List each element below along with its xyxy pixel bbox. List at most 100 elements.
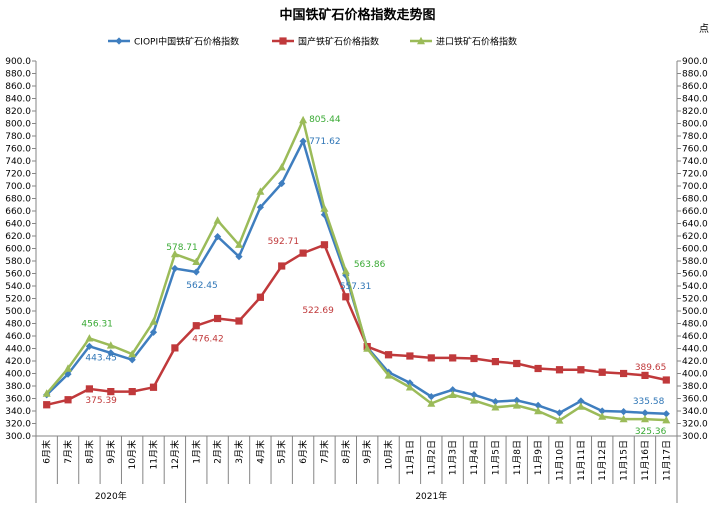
y-tick-label-left: 620.0	[5, 232, 31, 242]
series-1-point	[171, 264, 179, 273]
series-2-point	[577, 366, 585, 374]
y-tick-label-left: 720.0	[5, 170, 31, 180]
y-tick-label-left: 460.0	[5, 332, 31, 342]
data-label: 456.31	[81, 319, 113, 329]
legend-swatch-marker	[115, 37, 123, 45]
series-3-point	[106, 341, 115, 349]
legend-swatch-marker	[279, 37, 287, 45]
y-tick-label-right: 600.0	[682, 245, 708, 255]
data-label: 578.71	[166, 243, 198, 253]
y-tick-label-left: 700.0	[5, 182, 31, 192]
y-tick-label-right: 620.0	[682, 232, 708, 242]
x-tick-label: 7月末	[318, 440, 330, 464]
series-3-point	[619, 414, 628, 423]
series-2-point	[235, 317, 243, 325]
y-tick-label-right: 760.0	[682, 145, 708, 155]
y-tick-label-left: 840.0	[5, 95, 31, 105]
x-tick-label: 12月末	[169, 440, 181, 469]
y-tick-label-left: 640.0	[5, 220, 31, 230]
legend-label: 国产铁矿石价格指数	[298, 36, 379, 48]
series-2-point	[171, 344, 179, 352]
y-tick-label-right: 720.0	[682, 170, 708, 180]
y-tick-label-right: 700.0	[682, 182, 708, 192]
data-label: 563.86	[354, 260, 386, 270]
series-3-point	[128, 349, 137, 358]
data-label: 335.58	[633, 397, 665, 407]
series-2-point	[534, 364, 542, 373]
y-tick-label-left: 580.0	[5, 257, 31, 267]
series-3-point	[641, 414, 649, 423]
series-3-point	[64, 364, 72, 372]
x-tick-label: 11月15日	[619, 440, 630, 481]
y-tick-label-right: 580.0	[682, 257, 708, 267]
x-tick-label: 11月11日	[576, 440, 587, 481]
series-1-point	[534, 401, 542, 409]
y-tick-label-right: 840.0	[682, 95, 708, 105]
x-tick-label: 3月末	[233, 440, 245, 464]
series-3-point	[405, 383, 414, 391]
y-tick-label-right: 520.0	[682, 295, 708, 305]
y-tick-label-right: 500.0	[682, 307, 708, 317]
series-3-point	[384, 371, 393, 379]
y-unit-label: 点	[699, 24, 709, 35]
data-label: 771.62	[309, 137, 341, 147]
series-2-point	[320, 241, 329, 249]
y-tick-label-right: 540.0	[682, 282, 708, 292]
y-tick-label-right: 820.0	[682, 107, 708, 117]
series-2-point	[214, 314, 222, 323]
x-tick-label: 11月8日	[512, 440, 523, 475]
series-3-point	[491, 403, 500, 411]
series-1-point	[662, 410, 670, 418]
x-tick-label: 9月末	[361, 440, 373, 464]
x-tick-label: 11月2日	[426, 440, 437, 475]
x-tick-label: 11月17日	[661, 440, 672, 481]
y-tick-label-right: 460.0	[682, 332, 708, 342]
y-tick-label-left: 660.0	[5, 207, 31, 217]
y-tick-label-right: 380.0	[682, 382, 708, 392]
series-1-point	[235, 253, 243, 261]
series-1-point	[256, 203, 264, 211]
series-3-point	[42, 389, 51, 397]
y-tick-label-left: 500.0	[5, 307, 31, 317]
legend-label: 进口铁矿石价格指数	[436, 36, 517, 48]
series-3-point	[512, 401, 521, 409]
y-tick-label-left: 480.0	[5, 320, 31, 330]
series-2-point	[620, 369, 628, 378]
x-tick-label: 8月末	[83, 440, 95, 464]
x-tick-label: 7月末	[62, 440, 74, 464]
y-tick-label-right: 560.0	[682, 270, 708, 280]
x-tick-label: 11月末	[148, 440, 160, 469]
y-tick-label-right: 480.0	[682, 320, 708, 330]
y-tick-label-left: 520.0	[5, 295, 31, 305]
series-2-point	[513, 359, 521, 368]
x-tick-label: 10月末	[126, 440, 138, 469]
series-1-point	[577, 397, 585, 405]
y-tick-label-left: 680.0	[5, 195, 31, 205]
series-3-point	[427, 399, 436, 407]
data-label: 562.45	[186, 281, 218, 291]
x-tick-label: 11月16日	[640, 440, 651, 481]
legend-label: CIOPI中国铁矿石价格指数	[134, 36, 239, 48]
series-3-point	[341, 266, 350, 275]
series-2-point	[64, 396, 72, 404]
y-tick-label-right: 660.0	[682, 207, 708, 217]
y-tick-label-right: 740.0	[682, 157, 708, 167]
series-1-point	[406, 379, 414, 387]
series-2-point	[149, 383, 158, 391]
series-1-point	[214, 233, 222, 241]
series-1-point	[449, 386, 457, 394]
series-2-point	[491, 358, 499, 366]
x-tick-label: 5月末	[276, 440, 288, 464]
y-tick-label-right: 320.0	[682, 420, 708, 430]
series-2-point	[641, 371, 649, 379]
series-3-point	[277, 163, 286, 171]
y-tick-label-right: 780.0	[682, 132, 708, 142]
series-3-point	[598, 412, 607, 420]
y-tick-label-right: 420.0	[682, 357, 708, 367]
y-tick-label-left: 560.0	[5, 270, 31, 280]
y-tick-label-right: 440.0	[682, 345, 708, 355]
y-tick-label-left: 420.0	[5, 357, 31, 367]
x-tick-label: 11月3日	[448, 440, 459, 475]
series-3-point	[320, 204, 329, 212]
